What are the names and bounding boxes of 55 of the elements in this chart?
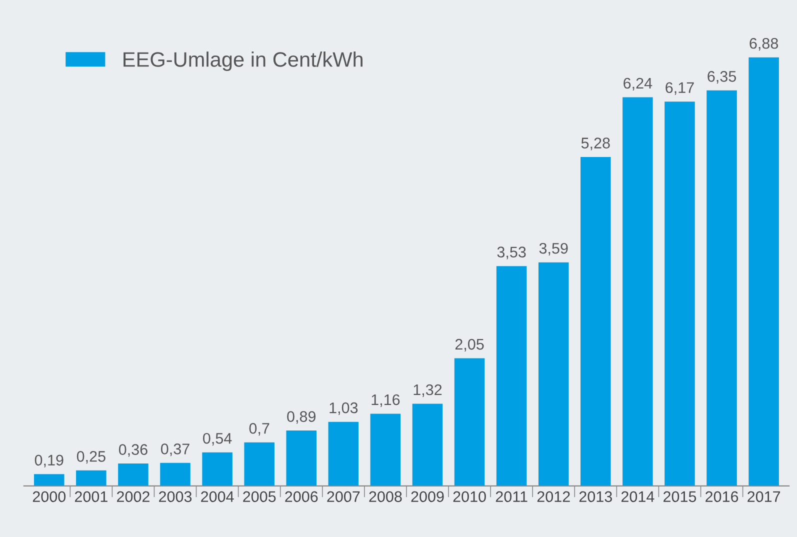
data-label: 3,53 (497, 246, 526, 260)
x-tick-label: 2013 (579, 491, 612, 502)
data-label: 0,36 (118, 444, 148, 457)
bar (244, 442, 274, 486)
x-tick-label: 2014 (621, 491, 654, 502)
bar (622, 97, 653, 486)
x-tick-label: 2000 (32, 491, 66, 502)
x-tick-label: 2009 (411, 491, 444, 502)
bar (538, 262, 569, 486)
bar (706, 90, 737, 486)
data-label: 1,32 (414, 384, 442, 397)
data-label: 0,7 (249, 422, 270, 436)
x-tick-label: 2015 (664, 491, 696, 502)
bar (412, 404, 443, 486)
data-label: 0,89 (287, 411, 316, 424)
x-tick-label: 2012 (537, 491, 570, 502)
x-tick-label: 2005 (243, 491, 276, 502)
data-label: 5,28 (581, 138, 610, 150)
x-tick-label: 2008 (369, 491, 402, 502)
data-label: 1,03 (330, 402, 358, 416)
x-tick-label: 2011 (496, 491, 528, 502)
bar (286, 430, 317, 486)
bar (328, 422, 359, 486)
bar (34, 474, 64, 486)
x-tick-label: 2003 (159, 491, 192, 502)
data-label: 3,59 (539, 242, 568, 256)
data-label: 0,54 (203, 432, 232, 446)
bar (664, 102, 695, 486)
data-label: 6,88 (750, 38, 778, 51)
bar (370, 414, 401, 486)
data-label: 0,19 (34, 454, 64, 468)
bar (76, 470, 106, 486)
bar (202, 452, 232, 486)
bar (496, 266, 527, 486)
data-label: 2,05 (455, 338, 484, 352)
x-tick-label: 2002 (116, 491, 150, 502)
bar (118, 464, 148, 486)
data-label: 1,16 (372, 394, 400, 407)
x-tick-label: 2010 (453, 491, 486, 502)
bar (580, 157, 611, 486)
data-label: 0,25 (76, 451, 106, 464)
x-tick-label: 2007 (327, 491, 360, 502)
x-tick-label: 2006 (285, 491, 318, 502)
bar (454, 358, 485, 486)
x-tick-label: 2017 (748, 491, 780, 502)
x-tick-label: 2004 (201, 491, 234, 502)
bar (748, 57, 779, 486)
x-tick-label: 2016 (706, 491, 738, 502)
legend-label: EEG-Umlage in Cent/kWh (124, 52, 362, 71)
data-label: 6,17 (666, 82, 694, 95)
data-label: 6,24 (624, 78, 652, 90)
x-tick-label: 2001 (74, 491, 108, 502)
bar (160, 462, 190, 486)
data-label: 0,37 (160, 444, 190, 456)
data-label: 6,35 (708, 70, 736, 84)
